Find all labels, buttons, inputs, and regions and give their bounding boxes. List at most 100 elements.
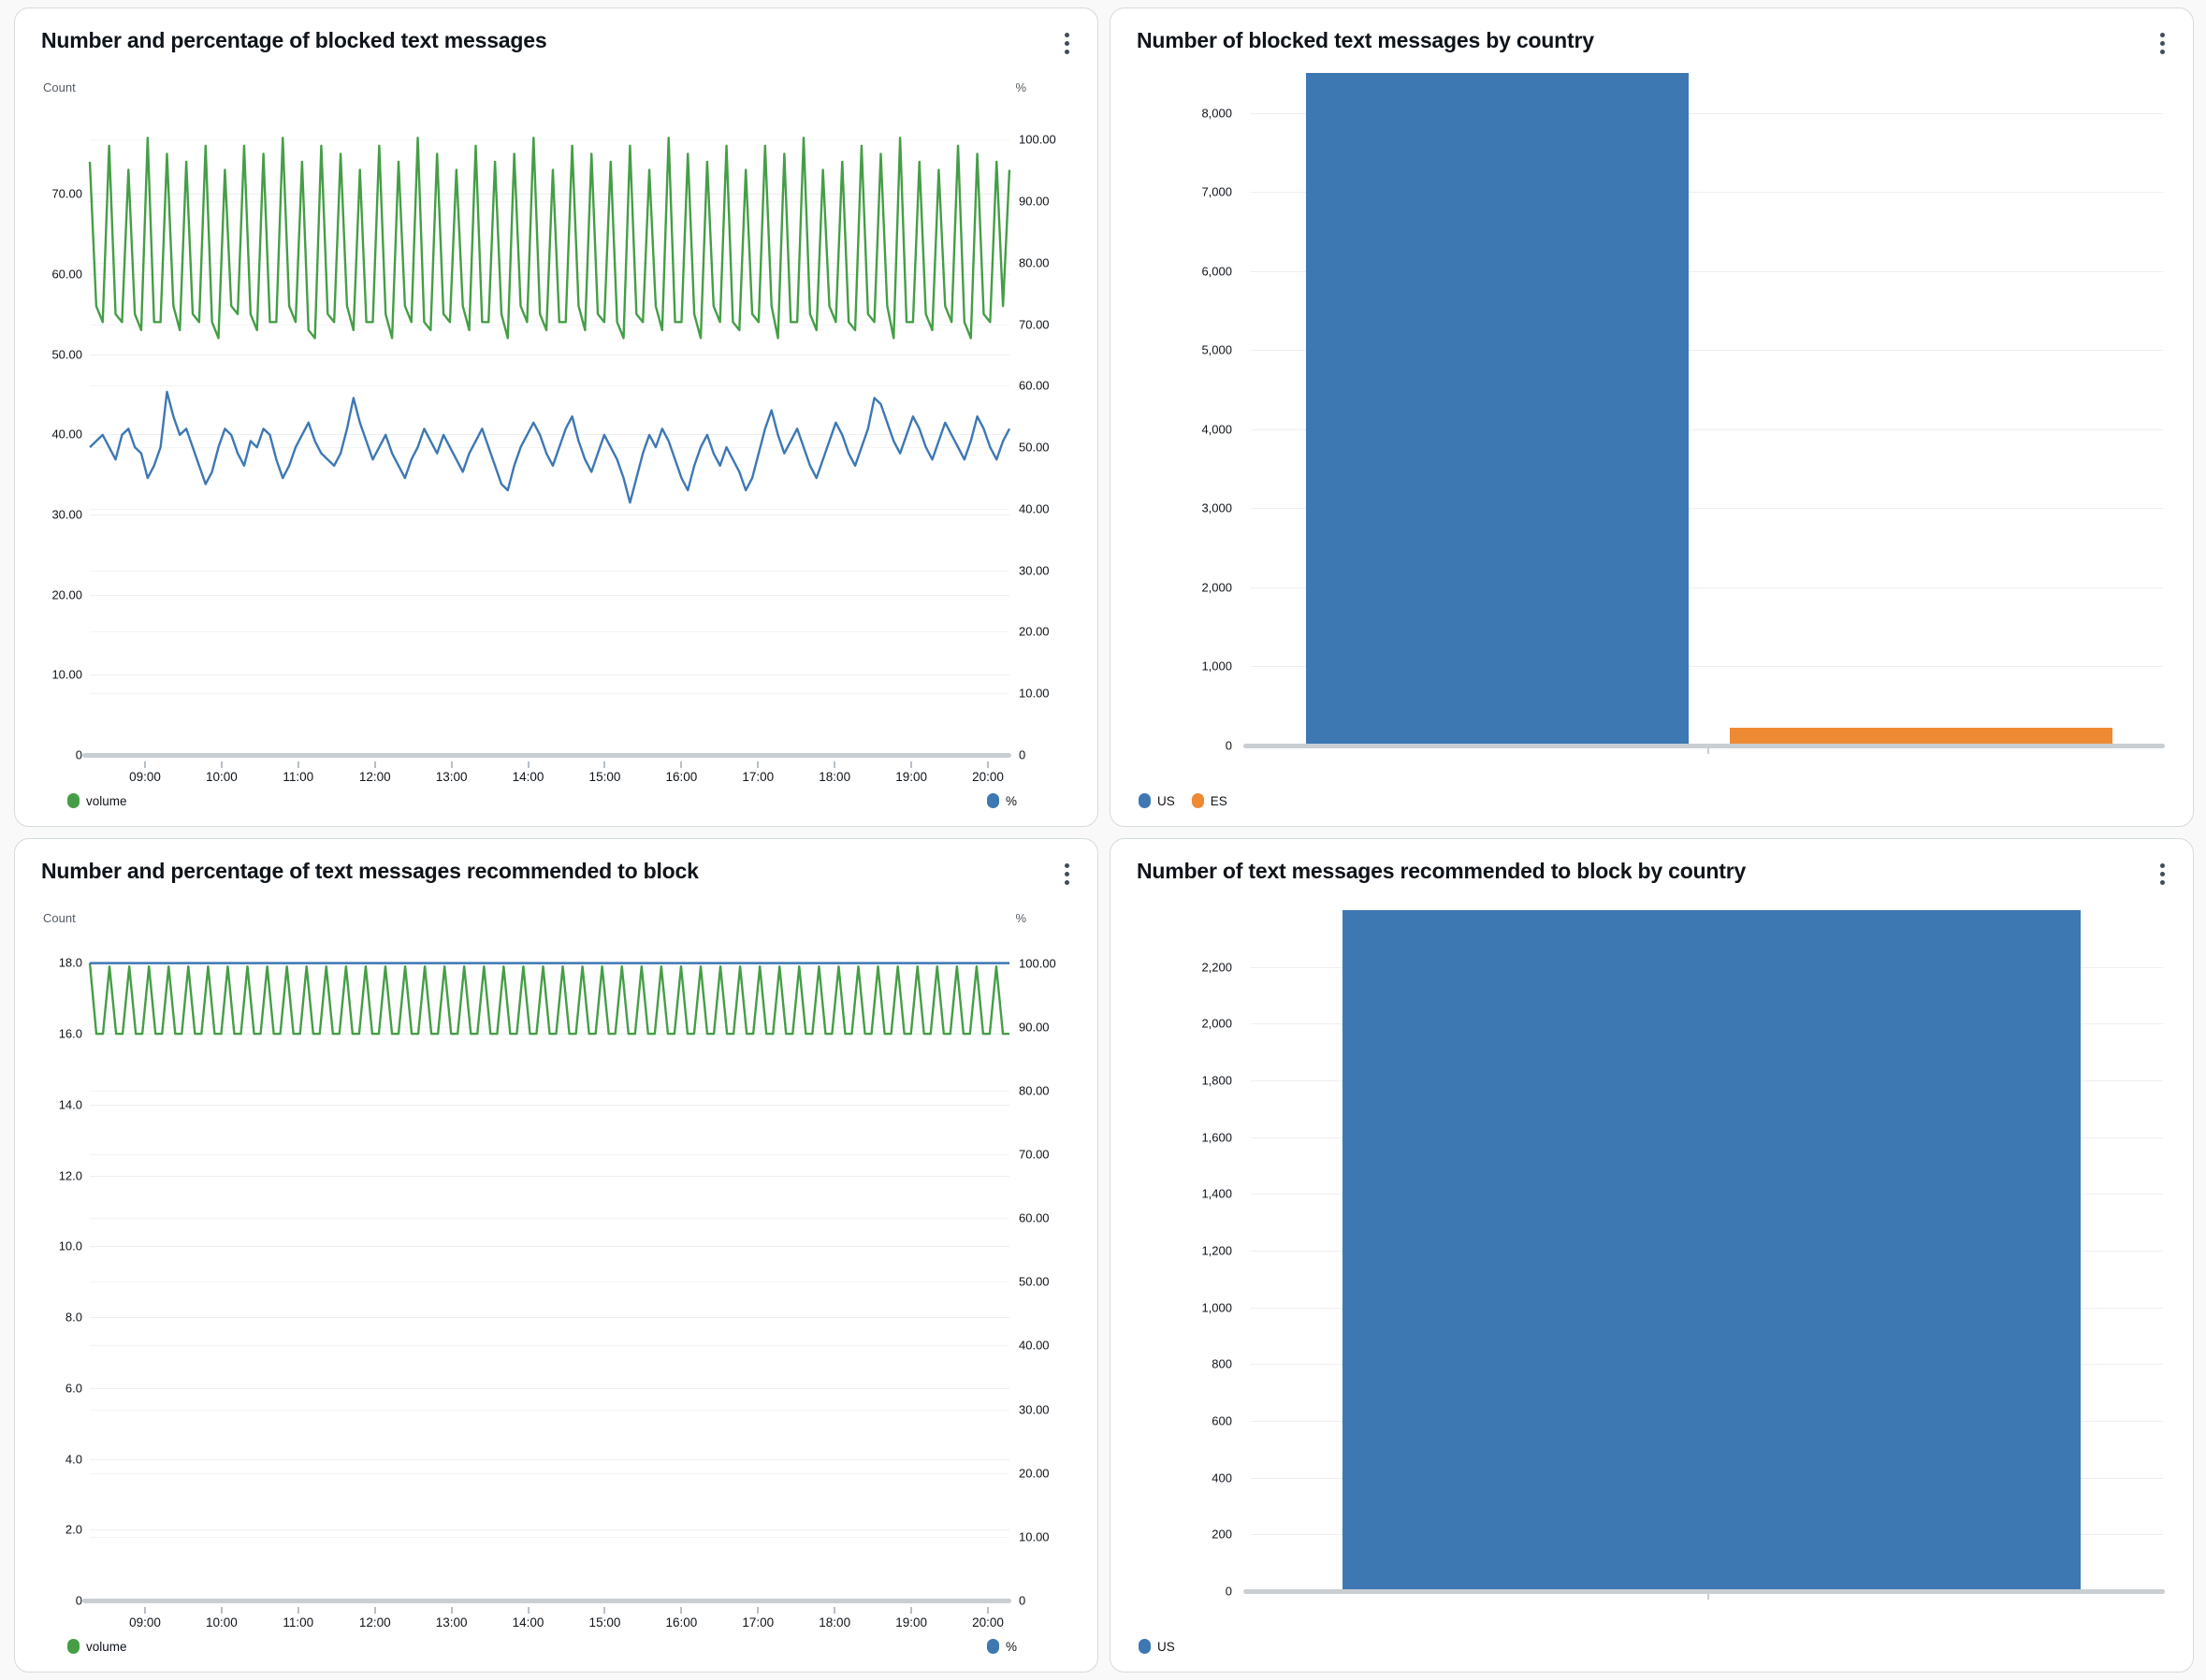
x-axis-tick-label: 17:00	[742, 1615, 775, 1629]
y-axis-tick-label: 4,000	[1201, 422, 1232, 437]
y-axis-tick-label: 50.00	[51, 347, 82, 362]
left-axis-label: Count	[43, 80, 76, 94]
x-axis-tick-label: 18:00	[819, 1615, 851, 1629]
x-axis-tick	[373, 761, 376, 768]
spacer	[1137, 746, 2170, 787]
y-axis-tick-label: 10.00	[1019, 686, 1050, 701]
x-axis-tick	[220, 761, 223, 768]
legend-marker-icon	[1139, 793, 1151, 808]
series-lines	[90, 936, 1009, 1600]
legend: US	[1137, 1632, 2170, 1660]
x-axis-tick-label: 14:00	[512, 1615, 544, 1629]
bar-chart[interactable]: 2,200 2,000 1,800 1,600 1,400 1,200 1,000 800 60…	[1137, 892, 2170, 1600]
gridline	[90, 1317, 1009, 1319]
gridline	[90, 194, 1009, 196]
gridline	[90, 1472, 1009, 1474]
card-header: Number of blocked text messages by count…	[1137, 23, 2170, 62]
y-axis-tick-label: 40.00	[1019, 1338, 1050, 1353]
y-axis-tick-label: 1,600	[1201, 1130, 1232, 1145]
legend: volume %	[41, 787, 1075, 815]
gridline	[90, 1104, 1009, 1106]
y-axis-tick-label: 30.00	[51, 507, 82, 522]
y-axis-tick-label: 12.0	[58, 1168, 82, 1183]
legend-item-%[interactable]: %	[986, 793, 1017, 808]
y-axis-tick-label: 4.0	[65, 1452, 82, 1467]
card-header: Number and percentage of blocked text me…	[41, 23, 1075, 62]
panel-blocked-messages: Number and percentage of blocked text me…	[14, 7, 1098, 827]
x-axis-line	[1243, 744, 2165, 748]
gridline	[1251, 587, 2163, 588]
x-axis-tick	[450, 1607, 453, 1614]
y-axis-tick-label: 7,000	[1201, 184, 1232, 199]
x-axis-tick-label: 18:00	[819, 770, 851, 784]
panel-recommended-block: Number and percentage of text messages r…	[14, 838, 1098, 1673]
y-axis-tick-label: 800	[1212, 1356, 1232, 1371]
x-axis-tick	[297, 761, 299, 768]
line-chart[interactable]: 70.00 60.00 50.00 40.00 30.00 20.00 10.00 0 100…	[41, 100, 1075, 787]
legend-marker-icon	[986, 793, 999, 808]
x-axis-ticks: 09:00 10:00 11:00 12:00 13:00 14:00 15:00 16:00…	[90, 1604, 1009, 1632]
y-axis-ticks: 8,000 7,000 6,000 5,000 4,000 3,000 2,000 1,000…	[1137, 65, 1241, 752]
legend-label: %	[1005, 793, 1017, 808]
x-axis-tick	[1706, 748, 1709, 754]
chart-title: Number of blocked text messages by count…	[1137, 28, 1594, 52]
legend-item-%[interactable]: %	[986, 1639, 1017, 1654]
right-axis-ticks: 100.00 90.00 80.00 70.00 60.00 50.00 40.00 30.0…	[1011, 936, 1075, 1607]
y-axis-tick-label: 70.00	[1019, 1147, 1050, 1162]
x-axis-tick-label: 12:00	[358, 1615, 391, 1629]
y-axis-tick-label: 6.0	[65, 1381, 82, 1396]
legend-item-US[interactable]: US	[1139, 793, 1175, 808]
x-axis-tick-label: 19:00	[895, 1615, 928, 1629]
line-chart[interactable]: 18.0 16.0 14.0 12.0 10.0 8.0 6.0 4.0 2.0 0 100.00…	[41, 931, 1075, 1632]
legend-item-US[interactable]: US	[1139, 1639, 1175, 1654]
x-axis-tick-label: 16:00	[665, 1615, 698, 1629]
y-axis-tick-label: 2,000	[1201, 1016, 1232, 1031]
y-axis-tick-label: 90.00	[1019, 1020, 1050, 1035]
y-axis-tick-label: 3,000	[1201, 500, 1232, 515]
x-axis-tick	[297, 1607, 299, 1614]
kebab-menu-icon[interactable]	[1059, 25, 1075, 62]
y-axis-tick-label: 20.00	[51, 587, 82, 602]
bar-chart[interactable]: 8,000 7,000 6,000 5,000 4,000 3,000 2,000 1,000…	[1137, 62, 2170, 754]
kebab-menu-icon[interactable]	[2155, 856, 2170, 892]
x-axis-tick-label: 16:00	[665, 770, 698, 784]
x-axis-tick	[987, 1607, 990, 1614]
axis-names: Count %	[41, 80, 1075, 94]
y-axis-tick-label: 80.00	[1019, 255, 1050, 270]
gridline	[90, 1154, 1009, 1156]
y-axis-tick-label: 0	[75, 747, 82, 762]
y-axis-tick-label: 6,000	[1201, 264, 1232, 279]
x-axis-tick	[987, 761, 990, 768]
legend-item-volume[interactable]: volume	[67, 793, 127, 808]
series-line-volume	[90, 963, 1009, 1034]
gridline	[90, 385, 1009, 387]
card-header: Number and percentage of text messages r…	[41, 854, 1075, 892]
legend-right: %	[986, 1639, 1017, 1654]
bar-US[interactable]	[1305, 73, 1689, 746]
legend-item-volume[interactable]: volume	[67, 1639, 127, 1654]
series-line-volume	[90, 138, 1009, 338]
x-axis-tick-label: 13:00	[435, 770, 468, 784]
y-axis-tick-label: 10.00	[51, 667, 82, 682]
x-axis-tick	[834, 761, 836, 768]
y-axis-tick-label: 80.00	[1019, 1083, 1050, 1098]
y-axis-tick-label: 50.00	[1019, 440, 1050, 455]
gridline	[90, 594, 1009, 596]
legend-item-ES[interactable]: ES	[1191, 793, 1227, 808]
y-axis-tick-label: 1,000	[1201, 1300, 1232, 1315]
gridline	[1251, 192, 2163, 194]
gridline	[90, 1246, 1009, 1248]
kebab-menu-icon[interactable]	[2155, 25, 2170, 62]
x-axis-tick	[527, 1607, 530, 1614]
gridline	[1251, 428, 2163, 430]
x-axis-tick	[603, 1607, 606, 1614]
kebab-menu-icon[interactable]	[1059, 856, 1075, 892]
x-axis-tick-label: 10:00	[205, 1615, 238, 1629]
bar-US[interactable]	[1342, 910, 2082, 1591]
y-axis-tick-label: 18.0	[58, 955, 82, 970]
x-axis-ticks: 09:00 10:00 11:00 12:00 13:00 14:00 15:00 16:00…	[90, 759, 1009, 787]
bar-ES[interactable]	[1729, 727, 2113, 746]
x-axis-tick	[680, 1607, 683, 1614]
gridline	[90, 1529, 1009, 1531]
gridline	[90, 674, 1009, 676]
